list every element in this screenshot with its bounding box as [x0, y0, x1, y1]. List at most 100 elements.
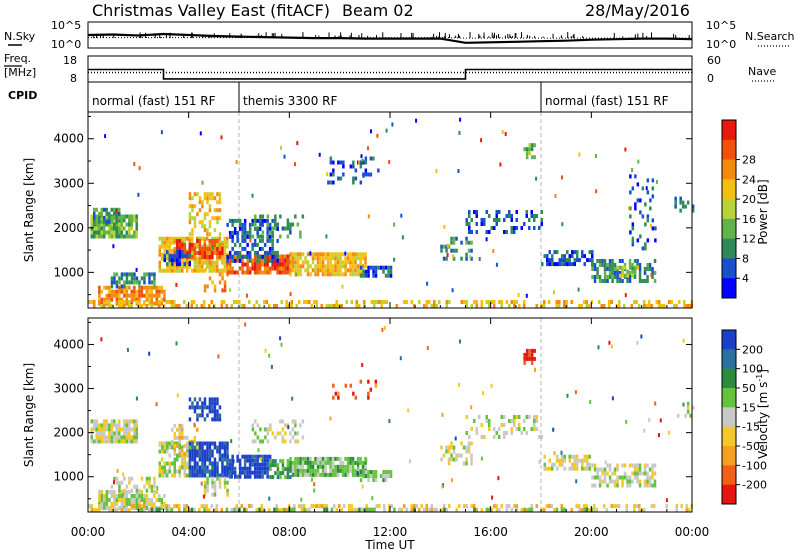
power-cell [183, 247, 187, 251]
xtick-label: 08:00 [272, 525, 307, 539]
power-cell [206, 236, 209, 241]
velocity-cell [285, 508, 288, 513]
velocity-cell [346, 468, 350, 473]
power-cell [158, 260, 161, 265]
power-cell [118, 285, 121, 290]
power-cell [352, 180, 355, 185]
velocity-cell [260, 504, 263, 509]
velocity-cell [253, 466, 257, 471]
power-cell [629, 190, 632, 195]
velocity-cell [311, 468, 315, 473]
power-cell [470, 304, 473, 308]
power-cell [183, 236, 186, 241]
velocity-cell [548, 504, 551, 509]
power-cell [113, 289, 116, 294]
velocity-cell [201, 469, 204, 474]
power-cell [540, 304, 543, 308]
velocity-cell [196, 441, 199, 446]
power-cell [246, 230, 249, 235]
velocity-cell [181, 453, 184, 458]
velocity-cell [271, 463, 275, 468]
velocity-cell [311, 460, 315, 465]
power-scatter-cell [133, 162, 136, 167]
velocity-cell [365, 507, 369, 512]
power-cell [113, 207, 116, 212]
power-cell [178, 268, 181, 273]
velocity-cell [213, 484, 217, 489]
velocity-scatter-cell [454, 436, 457, 441]
velocity-cell [211, 397, 214, 402]
power-cell [543, 300, 546, 304]
power-cell [140, 293, 144, 298]
velocity-cell [178, 465, 181, 470]
power-cell [118, 222, 121, 227]
power-cell [445, 244, 448, 249]
power-cell [158, 248, 161, 253]
velocity-cell [193, 465, 197, 470]
velocity-cell [339, 464, 342, 469]
power-cell [344, 272, 347, 277]
power-cell [218, 243, 222, 247]
power-cell [206, 228, 209, 233]
velocity-cell [211, 417, 214, 422]
power-cell [354, 252, 357, 257]
velocity-scatter-cell [458, 382, 461, 387]
power-cell [468, 214, 471, 218]
velocity-cell [203, 465, 207, 470]
power-cell [684, 204, 687, 209]
power-cell [255, 300, 258, 304]
velocity-cell [435, 508, 438, 513]
velocity-cell [530, 360, 534, 365]
freq-right-tick-bottom: 0 [707, 72, 714, 85]
power-cell [253, 258, 257, 263]
velocity-cell [208, 469, 212, 474]
velocity-cell [540, 508, 543, 513]
power-cell [223, 300, 226, 304]
velocity-cell [372, 474, 375, 479]
power-cell [228, 250, 232, 255]
power-cell [233, 254, 237, 259]
power-cell [263, 300, 266, 304]
velocity-cell [498, 427, 501, 431]
velocity-cell [369, 470, 373, 475]
velocity-cell [560, 504, 563, 509]
power-cell [254, 214, 257, 219]
velocity-cell [246, 470, 249, 475]
power-cell [289, 260, 292, 265]
power-cell [616, 275, 619, 279]
power-cell [155, 300, 158, 304]
velocity-cell [243, 454, 247, 459]
power-cell [370, 300, 373, 304]
velocity-cell [583, 504, 586, 509]
velocity-cell [135, 439, 138, 444]
velocity-cell [93, 419, 96, 424]
velocity-cell [608, 475, 612, 480]
power-cell [128, 300, 131, 304]
power-scatter-cell [595, 189, 598, 194]
power-cell [115, 289, 119, 294]
velocity-cell [279, 475, 282, 480]
velocity-cell [525, 348, 529, 353]
velocity-scatter-cell [636, 340, 639, 345]
power-cell [611, 275, 614, 279]
power-scatter-cell [393, 222, 396, 227]
velocity-cell [447, 461, 451, 466]
velocity-cell [367, 478, 370, 483]
velocity-cell [138, 494, 141, 498]
power-cell [325, 304, 328, 308]
velocity-cell [213, 397, 217, 402]
power-cell [618, 271, 622, 275]
power-cell [611, 267, 614, 271]
power-cell [556, 262, 559, 267]
power-cell [289, 230, 292, 235]
power-cell [663, 304, 666, 308]
velocity-cell [331, 468, 335, 473]
power-cell [213, 228, 217, 233]
power-cell [646, 238, 650, 243]
power-cell [203, 251, 207, 255]
power-cell [573, 250, 576, 255]
power-cell [201, 255, 204, 259]
velocity-cell [351, 464, 355, 469]
velocity-cell [359, 456, 362, 461]
velocity-cell [259, 427, 262, 432]
